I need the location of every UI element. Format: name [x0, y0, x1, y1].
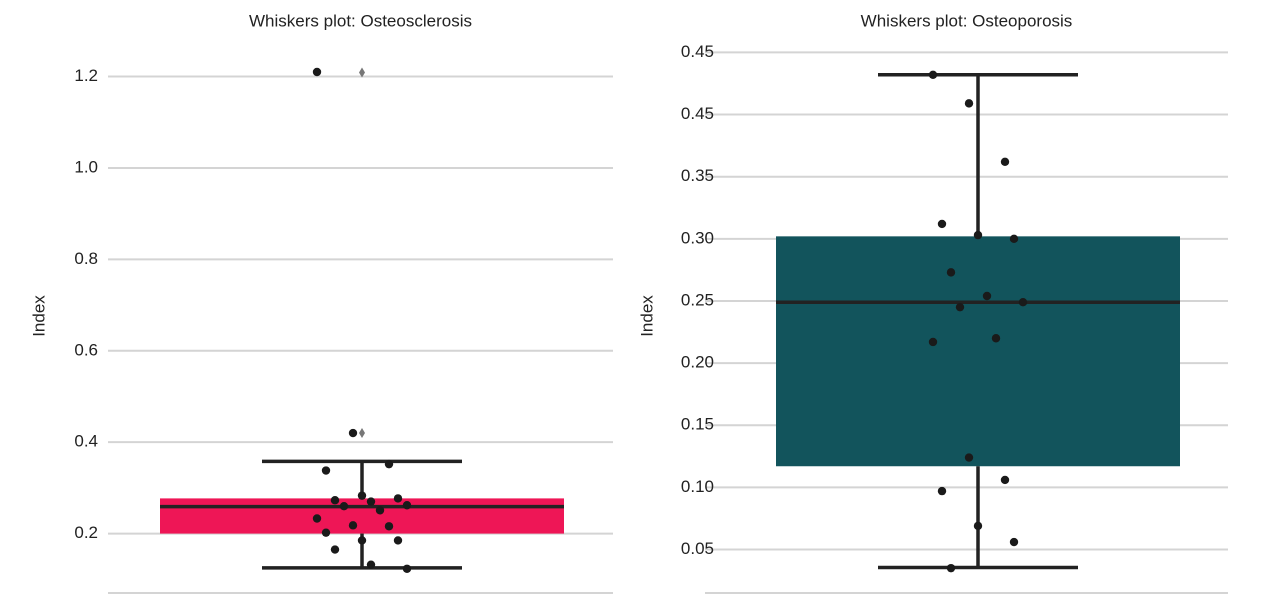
data-point [321, 528, 331, 537]
box [160, 498, 564, 534]
chart-title: Whiskers plot: Osteosclerosis [249, 11, 472, 30]
data-point [1009, 537, 1019, 547]
y-tick-label: 1.0 [74, 157, 98, 176]
y-axis-label: Index [637, 295, 656, 337]
data-point [348, 521, 358, 530]
y-tick-label: 0.30 [681, 228, 714, 247]
data-point [1000, 157, 1010, 166]
data-point [357, 491, 367, 500]
data-point [982, 291, 992, 301]
data-point [375, 506, 385, 515]
y-tick-label: 0.35 [681, 166, 714, 185]
data-point [393, 494, 403, 503]
data-point [946, 563, 956, 573]
box [776, 236, 1180, 467]
data-point [946, 268, 956, 277]
data-point [991, 334, 1001, 343]
data-point [393, 536, 403, 545]
data-point [312, 514, 322, 523]
data-point [330, 496, 340, 505]
data-point [357, 536, 367, 545]
data-point [339, 501, 349, 511]
data-point [348, 428, 358, 438]
y-axis-label: Index [29, 295, 48, 337]
data-point [312, 67, 322, 77]
data-point [1000, 475, 1010, 485]
data-point [928, 70, 938, 79]
y-tick-label: 0.4 [74, 432, 98, 451]
data-point [366, 497, 376, 506]
data-point [366, 560, 376, 569]
data-point [321, 466, 331, 475]
data-point [384, 459, 394, 469]
y-tick-label: 0.20 [681, 353, 714, 372]
y-tick-label: 0.05 [681, 539, 714, 558]
y-tick-label: 0.10 [681, 477, 714, 496]
data-point [937, 219, 947, 229]
data-point [402, 564, 412, 573]
outlier [359, 67, 365, 78]
data-point [964, 99, 974, 108]
data-point [955, 302, 965, 312]
data-point [973, 521, 983, 531]
data-point [330, 545, 340, 554]
y-tick-label: 0.25 [681, 290, 714, 309]
y-tick-label: 0.8 [74, 249, 98, 268]
outlier [359, 428, 365, 439]
data-point [402, 501, 412, 510]
data-point [964, 453, 974, 462]
data-point [384, 522, 394, 531]
chart-title: Whiskers plot: Osteoporosis [861, 11, 1073, 30]
data-point [937, 486, 947, 496]
y-tick-label: 0.6 [74, 340, 98, 359]
y-tick-label: 0.15 [681, 415, 714, 434]
y-tick-label: 0.2 [74, 523, 98, 542]
data-point [973, 230, 983, 240]
y-tick-label: 0.45 [681, 104, 714, 123]
y-tick-label: 0.45 [681, 42, 714, 61]
data-point [1018, 298, 1028, 307]
data-point [1009, 234, 1019, 244]
data-point [928, 337, 938, 347]
y-tick-label: 1.2 [74, 66, 98, 85]
